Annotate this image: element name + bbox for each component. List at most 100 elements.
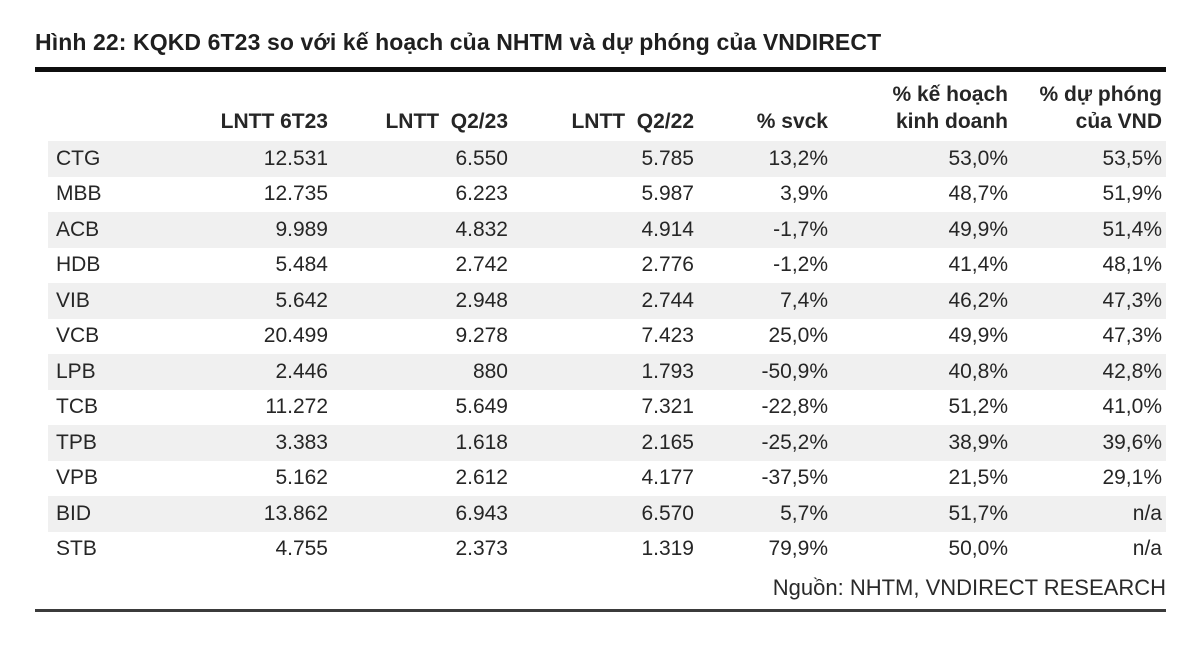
- value-cell: 3,9%: [780, 182, 828, 206]
- value-cell: 12.531: [263, 146, 328, 170]
- value-cell: 40,8%: [948, 359, 1008, 383]
- value-cell: 5.987: [641, 182, 694, 206]
- table-row: MBB 12.735 6.223 5.987 3,9% 48,7% 51,9%: [48, 177, 1166, 213]
- value-cell: 53,5%: [1102, 146, 1162, 170]
- table-row: LPB 2.446 880 1.793 -50,9% 40,8% 42,8%: [48, 354, 1166, 390]
- header-cell: LNTT 6T23: [220, 110, 328, 133]
- header-cell: % kế hoạch kinh doanh: [892, 83, 1008, 133]
- table-row: ACB 9.989 4.832 4.914 -1,7% 49,9% 51,4%: [48, 212, 1166, 248]
- value-cell: 6.223: [455, 182, 508, 206]
- value-cell: 51,4%: [1102, 217, 1162, 241]
- value-cell: 9.278: [455, 324, 508, 348]
- header-cell: % dự phóng của VND: [1039, 83, 1162, 133]
- ticker-cell: VIB: [56, 288, 90, 312]
- value-cell: 47,3%: [1102, 324, 1162, 348]
- value-cell: 2.948: [455, 288, 508, 312]
- value-cell: 21,5%: [948, 466, 1008, 490]
- value-cell: 49,9%: [948, 324, 1008, 348]
- value-cell: 4.177: [641, 466, 694, 490]
- value-cell: 2.612: [455, 466, 508, 490]
- value-cell: 1.618: [455, 430, 508, 454]
- value-cell: 2.446: [275, 359, 328, 383]
- table-header-row: LNTT 6T23 LNTT Q2/23 LNTT Q2/22 % svck % kế …: [48, 72, 1166, 141]
- value-cell: 25,0%: [768, 324, 828, 348]
- figure-title: Hình 22: KQKD 6T23 so với kế hoạch của N…: [35, 29, 882, 55]
- value-cell: -25,2%: [761, 430, 828, 454]
- header-cell: LNTT Q2/23: [385, 110, 508, 133]
- value-cell: 2.744: [641, 288, 694, 312]
- value-cell: 51,7%: [948, 501, 1008, 525]
- value-cell: -1,7%: [773, 217, 828, 241]
- ticker-cell: STB: [56, 537, 97, 561]
- value-cell: -50,9%: [761, 359, 828, 383]
- value-cell: 5.484: [275, 253, 328, 277]
- value-cell: 2.776: [641, 253, 694, 277]
- table-row: HDB 5.484 2.742 2.776 -1,2% 41,4% 48,1%: [48, 248, 1166, 284]
- value-cell: 5.162: [275, 466, 328, 490]
- ticker-cell: VCB: [56, 324, 100, 348]
- value-cell: 7.321: [641, 395, 694, 419]
- table-row: VCB 20.499 9.278 7.423 25,0% 49,9% 47,3%: [48, 319, 1166, 355]
- value-cell: -37,5%: [761, 466, 828, 490]
- value-cell: 1.793: [641, 359, 694, 383]
- table-row: VIB 5.642 2.948 2.744 7,4% 46,2% 47,3%: [48, 283, 1166, 319]
- value-cell: 53,0%: [948, 146, 1008, 170]
- value-cell: 2.373: [455, 537, 508, 561]
- ticker-cell: BID: [56, 501, 92, 525]
- value-cell: 6.943: [455, 501, 508, 525]
- value-cell: 51,9%: [1102, 182, 1162, 206]
- value-cell: 29,1%: [1102, 466, 1162, 490]
- figure-22: Hình 22: KQKD 6T23 so với kế hoạch của N…: [35, 29, 1166, 612]
- ticker-cell: LPB: [56, 359, 96, 383]
- ticker-cell: MBB: [56, 182, 102, 206]
- value-cell: n/a: [1132, 501, 1162, 525]
- header-cell: LNTT Q2/22: [571, 110, 694, 133]
- source-note: Nguồn: NHTM, VNDIRECT RESEARCH: [772, 575, 1166, 600]
- value-cell: 49,9%: [948, 217, 1008, 241]
- title-rule: [35, 67, 1166, 72]
- value-cell: 13.862: [263, 501, 328, 525]
- value-cell: 7.423: [641, 324, 694, 348]
- value-cell: 5.642: [275, 288, 328, 312]
- value-cell: 12.735: [263, 182, 328, 206]
- header-cell: % svck: [756, 110, 828, 133]
- value-cell: 4.755: [275, 537, 328, 561]
- table-row: STB 4.755 2.373 1.319 79,9% 50,0% n/a: [48, 532, 1166, 568]
- value-cell: 46,2%: [948, 288, 1008, 312]
- value-cell: 41,4%: [948, 253, 1008, 277]
- value-cell: 880: [472, 359, 508, 383]
- ticker-cell: CTG: [56, 146, 101, 170]
- value-cell: 1.319: [641, 537, 694, 561]
- value-cell: 2.742: [455, 253, 508, 277]
- value-cell: 4.914: [641, 217, 694, 241]
- value-cell: 47,3%: [1102, 288, 1162, 312]
- ticker-cell: HDB: [56, 253, 101, 277]
- ticker-cell: TCB: [56, 395, 98, 419]
- bottom-rule: [35, 609, 1166, 612]
- results-table: LNTT 6T23 LNTT Q2/23 LNTT Q2/22 % svck % kế …: [48, 72, 1166, 567]
- value-cell: 48,1%: [1102, 253, 1162, 277]
- value-cell: 11.272: [265, 395, 328, 419]
- value-cell: 41,0%: [1102, 395, 1162, 419]
- table-body: CTG 12.531 6.550 5.785 13,2% 53,0% 53,5% MBB 12.…: [48, 141, 1166, 567]
- value-cell: n/a: [1132, 537, 1162, 561]
- value-cell: 9.989: [275, 217, 328, 241]
- value-cell: 6.550: [455, 146, 508, 170]
- value-cell: 79,9%: [768, 537, 828, 561]
- source-row: Nguồn: NHTM, VNDIRECT RESEARCH: [35, 567, 1166, 609]
- value-cell: 4.832: [455, 217, 508, 241]
- value-cell: 7,4%: [780, 288, 828, 312]
- value-cell: 20.499: [263, 324, 328, 348]
- value-cell: 39,6%: [1102, 430, 1162, 454]
- table-row: VPB 5.162 2.612 4.177 -37,5% 21,5% 29,1%: [48, 461, 1166, 497]
- ticker-cell: TPB: [56, 430, 97, 454]
- value-cell: 5,7%: [780, 501, 828, 525]
- value-cell: 5.649: [455, 395, 508, 419]
- value-cell: 13,2%: [768, 146, 828, 170]
- value-cell: 3.383: [275, 430, 328, 454]
- value-cell: -22,8%: [761, 395, 828, 419]
- value-cell: 42,8%: [1102, 359, 1162, 383]
- table-row: TPB 3.383 1.618 2.165 -25,2% 38,9% 39,6%: [48, 425, 1166, 461]
- table-row: CTG 12.531 6.550 5.785 13,2% 53,0% 53,5%: [48, 141, 1166, 177]
- ticker-cell: ACB: [56, 217, 100, 241]
